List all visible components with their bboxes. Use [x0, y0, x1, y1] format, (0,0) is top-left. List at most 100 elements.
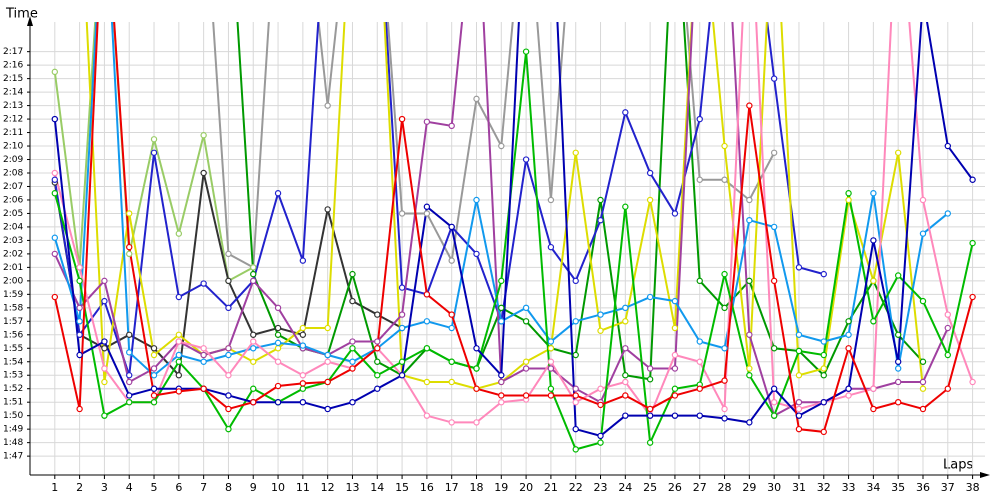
point	[76, 264, 83, 271]
point	[845, 318, 852, 325]
point	[522, 304, 530, 312]
point	[498, 392, 505, 399]
point	[225, 372, 232, 379]
point	[547, 392, 555, 399]
y-tick-label: 1:50	[3, 411, 23, 421]
point	[572, 392, 579, 399]
point	[795, 264, 803, 271]
x-tick-label: 35	[891, 481, 905, 494]
point	[349, 345, 356, 352]
point	[721, 270, 728, 278]
point	[51, 234, 59, 241]
point	[646, 365, 654, 372]
point	[274, 331, 282, 338]
point	[423, 378, 431, 386]
point	[671, 324, 679, 332]
point	[622, 412, 629, 419]
point	[423, 118, 431, 125]
point	[374, 311, 381, 318]
point	[126, 392, 133, 399]
point	[547, 365, 555, 372]
point	[894, 358, 902, 365]
point	[150, 372, 158, 379]
point	[671, 351, 679, 359]
point	[746, 331, 753, 338]
point	[547, 345, 555, 352]
point	[870, 277, 877, 285]
point	[200, 280, 207, 287]
point	[473, 385, 480, 392]
point	[919, 230, 927, 237]
x-tick-label: 29	[742, 481, 756, 494]
y-tick-label: 1:49	[3, 425, 23, 435]
point	[150, 149, 158, 156]
point	[969, 239, 976, 247]
x-tick-label: 28	[718, 481, 732, 494]
y-tick-label: 2:06	[3, 195, 23, 205]
point	[423, 291, 431, 298]
point	[225, 250, 232, 258]
x-tick-label: 25	[643, 481, 657, 494]
point	[299, 342, 307, 349]
point	[473, 250, 480, 258]
point	[200, 358, 207, 365]
point	[845, 196, 852, 204]
point	[944, 142, 951, 150]
point	[101, 277, 108, 285]
point	[572, 446, 579, 453]
point	[696, 277, 703, 285]
point	[225, 277, 232, 285]
point	[671, 210, 679, 217]
point	[919, 378, 927, 386]
point	[795, 405, 803, 413]
point	[820, 270, 827, 278]
point	[200, 169, 207, 177]
point	[274, 345, 282, 352]
point	[572, 318, 579, 325]
point	[870, 405, 877, 413]
point	[522, 358, 530, 365]
point	[250, 264, 257, 271]
point	[274, 339, 282, 347]
point	[671, 297, 679, 305]
point	[473, 345, 480, 352]
point	[572, 277, 579, 285]
point	[349, 365, 356, 372]
point	[76, 405, 83, 413]
point	[522, 156, 530, 163]
point	[671, 412, 679, 419]
y-tick-label: 2:17	[3, 47, 23, 57]
x-tick-label: 37	[941, 481, 955, 494]
point	[126, 210, 133, 217]
point	[671, 365, 679, 372]
point	[919, 358, 927, 365]
point	[969, 293, 976, 301]
y-tick-label: 1:59	[3, 290, 23, 300]
point	[696, 385, 703, 392]
point	[150, 345, 158, 352]
point	[398, 358, 406, 365]
point	[820, 428, 827, 436]
point	[969, 378, 976, 386]
point	[51, 68, 59, 76]
point	[795, 347, 803, 355]
point	[398, 372, 406, 379]
point	[671, 385, 679, 392]
x-tick-label: 12	[321, 481, 335, 494]
point	[870, 318, 877, 325]
point	[498, 304, 505, 312]
point	[845, 392, 852, 399]
x-axis-label: Laps	[943, 458, 973, 473]
point	[646, 196, 654, 204]
point	[448, 324, 455, 332]
x-tick-label: 33	[842, 481, 856, 494]
point	[721, 345, 728, 352]
point	[696, 358, 703, 365]
y-tick-label: 2:00	[3, 276, 23, 286]
x-tick-label: 3	[101, 481, 108, 494]
point	[448, 311, 455, 318]
series-line	[236, 22, 924, 381]
point	[225, 392, 232, 399]
x-tick-label: 24	[618, 481, 632, 494]
point	[398, 210, 406, 217]
